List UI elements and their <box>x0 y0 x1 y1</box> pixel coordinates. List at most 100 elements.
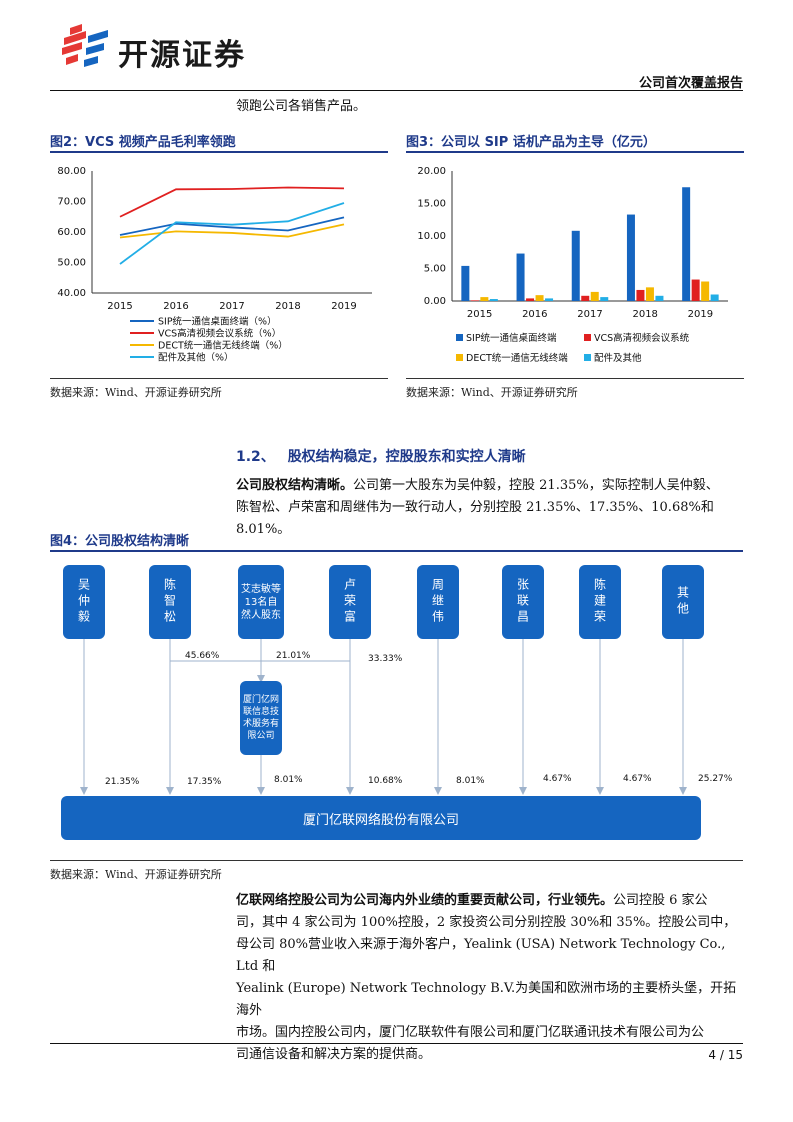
section-title: 股权结构稳定，控股股东和实控人清晰 <box>287 449 526 465</box>
x-tick-label: 2018 <box>632 309 657 320</box>
x-tick-label: 2016 <box>522 309 547 320</box>
bar-chart: 0.00 5.00 10.00 15.00 20.00 2015 2016 2017 2018 2… <box>417 166 728 364</box>
fig2-title-rule <box>50 151 388 153</box>
direct-stake-label: 21.35% <box>105 777 140 787</box>
bar <box>655 295 664 301</box>
y-tick-label: 20.00 <box>417 166 446 177</box>
paragraph-subsidiaries-line5: 市场。国内控股公司内，厦门亿联软件有限公司和厦门亿联通讯技术有限公司为公 <box>236 1025 705 1040</box>
x-tick-label: 2017 <box>219 301 244 312</box>
shareholder-node: 其他 <box>662 565 704 639</box>
shareholder-node: 陈智松 <box>149 565 191 639</box>
company-logo-icon <box>62 24 108 67</box>
y-tick-label: 80.00 <box>57 166 86 177</box>
bar <box>682 187 691 301</box>
bar <box>636 289 645 301</box>
paragraph-subsidiaries-line6: 司通信设备和解决方案的提供商。 <box>236 1047 432 1062</box>
page-number: 4 / 15 <box>708 1048 743 1062</box>
bar <box>480 297 489 301</box>
intermediate-stake-label: 33.33% <box>368 654 403 664</box>
series-line <box>119 223 345 239</box>
paragraph-subsidiaries-lead: 亿联网络控股公司为公司海内外业绩的重要贡献公司，行业领先。 <box>236 893 614 908</box>
legend-label: VCS高清视频会议系统 <box>594 332 690 344</box>
legend-label: 配件及其他（%） <box>158 352 234 364</box>
shareholder-node: 周继伟 <box>417 565 459 639</box>
fig2-title: 图2：VCS 视频产品毛利率领跑 <box>50 135 236 150</box>
series-line <box>119 186 345 218</box>
paragraph-equity-line2: 陈智松、卢荣富和周继伟为一致行动人，分别控股 21.35%、17.35%、10.… <box>236 500 714 537</box>
company-logo-text: 开源证券 <box>118 38 246 73</box>
bar <box>470 300 479 301</box>
bar <box>701 281 710 301</box>
intermediate-company-node: 厦门亿网联信息技术服务有限公司 <box>240 681 282 755</box>
y-tick-label: 40.00 <box>57 288 86 299</box>
header: 开源证券 公司首次覆盖报告 <box>0 0 793 92</box>
direct-stake-label: 8.01% <box>456 776 485 786</box>
paragraph-equity: 公司股权结构清晰。公司第一大股东为吴仲毅，控股 21.35%，实际控制人吴仲毅、… <box>236 475 746 541</box>
equity-connectors <box>80 639 687 795</box>
intermediate-stake-label: 21.01% <box>276 651 311 661</box>
fig3-title: 图3：公司以 SIP 话机产品为主导（亿元） <box>406 135 656 150</box>
legend-label: 配件及其他 <box>594 352 642 364</box>
y-tick-label: 0.00 <box>424 296 446 307</box>
line-chart: 40.00 50.00 60.00 70.00 80.00 2015 2016 2017 201… <box>57 166 372 364</box>
shareholder-node: 吴仲毅 <box>63 565 105 639</box>
footer-rule <box>50 1043 743 1044</box>
report-type: 公司首次覆盖报告 <box>638 76 743 91</box>
x-tick-label: 2015 <box>107 301 132 312</box>
shareholder-node: 张联昌 <box>502 565 544 639</box>
bar <box>545 298 554 301</box>
direct-stake-label: 8.01% <box>274 775 303 785</box>
shareholder-node: 陈建荣 <box>579 565 621 639</box>
paragraph-subsidiaries-line1: 公司控股 6 家公 <box>613 893 708 908</box>
section-heading: 1.2、 股权结构稳定，控股股东和实控人清晰 <box>236 446 526 466</box>
header-rule <box>50 90 743 91</box>
equity-structure-diagram: 吴仲毅 陈智松 艾志敏等13名自然人股东 卢荣富 周继伟 张联昌 陈建荣 其他 … <box>50 555 743 855</box>
fig4-title: 图4：公司股权结构清晰 <box>50 534 190 549</box>
paragraph-subsidiaries: 亿联网络控股公司为公司海内外业绩的重要贡献公司，行业领先。公司控股 6 家公 司… <box>236 890 746 1066</box>
bar <box>626 214 635 301</box>
legend-label: DECT统一通信无线终端 <box>466 352 568 364</box>
x-tick-label: 2019 <box>331 301 356 312</box>
legend-label: SIP统一通信桌面终端（%） <box>158 316 277 328</box>
x-tick-label: 2016 <box>163 301 188 312</box>
bar <box>710 294 719 301</box>
fig4-bottom-rule <box>50 860 743 861</box>
intro-line: 领跑公司各销售产品。 <box>236 99 367 114</box>
legend-swatch <box>584 334 591 341</box>
paragraph-equity-lead: 公司股权结构清晰。 <box>236 478 354 493</box>
fig2-source: 数据来源：Wind、开源证券研究所 <box>50 386 222 399</box>
legend-swatch <box>584 354 591 361</box>
legend-swatch <box>456 334 463 341</box>
legend-label: SIP统一通信桌面终端 <box>466 332 557 344</box>
direct-stake-label: 10.68% <box>368 776 403 786</box>
fig2-bottom-rule <box>50 378 388 379</box>
fig4-source: 数据来源：Wind、开源证券研究所 <box>50 868 222 881</box>
paragraph-subsidiaries-line2: 司，其中 4 家公司为 100%控股，2 家投资公司分别控股 30%和 35%。… <box>236 915 737 930</box>
y-tick-label: 60.00 <box>57 227 86 238</box>
bar <box>590 291 599 301</box>
legend-label: DECT统一通信无线终端（%） <box>158 340 288 352</box>
direct-stake-label: 4.67% <box>623 774 652 784</box>
fig3-source: 数据来源：Wind、开源证券研究所 <box>406 386 578 399</box>
shareholder-node: 卢荣富 <box>329 565 371 639</box>
bar <box>526 298 535 301</box>
y-tick-label: 70.00 <box>57 197 86 208</box>
company-node: 厦门亿联网络股份有限公司 <box>61 796 701 840</box>
y-tick-label: 10.00 <box>417 231 446 242</box>
bar <box>691 279 700 301</box>
y-tick-label: 15.00 <box>417 199 446 210</box>
y-tick-label: 5.00 <box>424 264 446 275</box>
bar <box>581 295 590 301</box>
bar <box>600 297 609 301</box>
legend-swatch <box>456 354 463 361</box>
legend-label: VCS高清视频会议系统（%） <box>158 328 281 340</box>
bar <box>571 230 580 301</box>
paragraph-subsidiaries-line4: Yealink (Europe) Network Technology B.V.… <box>236 981 737 1018</box>
fig3-bottom-rule <box>406 378 744 379</box>
bar <box>645 287 654 301</box>
direct-stake-label: 4.67% <box>543 774 572 784</box>
direct-stake-label: 25.27% <box>698 774 733 784</box>
series-line <box>119 202 345 265</box>
paragraph-equity-line1: 公司第一大股东为吴仲毅，控股 21.35%，实际控制人吴仲毅、 <box>353 478 719 493</box>
bar <box>516 253 525 301</box>
